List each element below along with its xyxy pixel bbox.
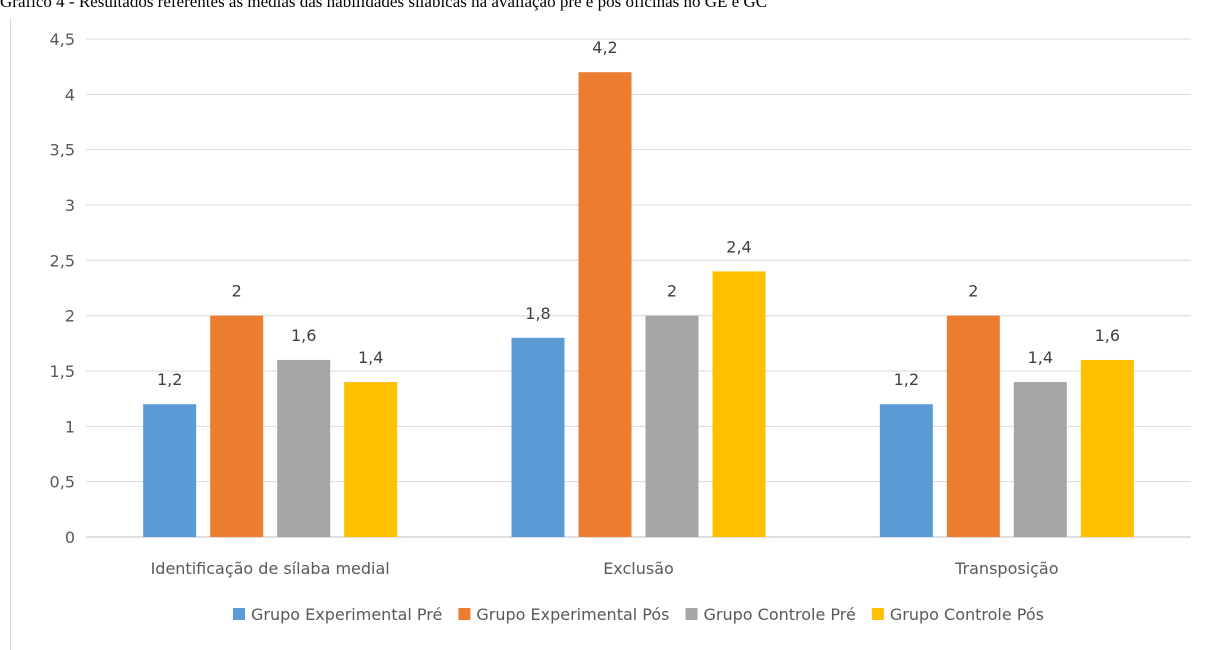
bar: [1080, 359, 1134, 537]
bar: [712, 271, 766, 537]
data-label: 1,6: [291, 326, 316, 345]
data-label: 1,4: [358, 348, 383, 367]
legend-swatch: [458, 608, 471, 620]
data-label: 1,8: [525, 304, 550, 323]
category-label: Identificação de sílaba medial: [151, 559, 390, 578]
bar-chart: 0 0,5 1 1,5 2 2,5 3 3,5 4 4,5 1,2 2 1,6 1,4 Identifica…: [50, 30, 1191, 624]
data-label: 1,2: [157, 370, 182, 389]
data-label: 4,2: [592, 38, 617, 57]
data-label: 2: [232, 282, 242, 301]
category-label: Exclusão: [603, 559, 674, 578]
data-label: 2: [968, 282, 978, 301]
y-tick-label: 2,5: [50, 251, 75, 270]
legend-label: Grupo Controle Pós: [890, 605, 1044, 624]
legend-label: Grupo Experimental Pós: [476, 605, 669, 624]
bar: [879, 404, 933, 537]
bar: [210, 315, 264, 537]
y-tick-label: 2: [65, 307, 75, 326]
data-label: 1,6: [1095, 326, 1120, 345]
data-label: 1,2: [894, 370, 919, 389]
y-tick-label: 4: [65, 85, 75, 104]
bar: [277, 359, 331, 537]
bar: [344, 382, 398, 537]
data-label: 2,4: [726, 237, 751, 256]
bar: [578, 72, 632, 537]
chart-frame: 0 0,5 1 1,5 2 2,5 3 3,5 4 4,5 1,2 2 1,6 1,4 Identifica…: [10, 18, 1206, 650]
legend-swatch: [871, 608, 884, 620]
legend-label: Grupo Experimental Pré: [251, 605, 442, 624]
y-tick-label: 4,5: [50, 30, 75, 49]
category-label: Transposição: [954, 559, 1058, 578]
chart-title: Gráfico 4 - Resultados referentes às méd…: [0, 0, 768, 11]
y-tick-label: 3,5: [50, 141, 75, 160]
bar: [946, 315, 1000, 537]
bar: [511, 337, 565, 537]
legend-label: Grupo Controle Pré: [704, 605, 856, 624]
data-label: 1,4: [1028, 348, 1053, 367]
y-tick-label: 1,5: [50, 362, 75, 381]
data-label: 2: [667, 282, 677, 301]
y-tick-label: 3: [65, 196, 75, 215]
bar: [1013, 382, 1067, 537]
y-tick-label: 0: [65, 528, 75, 547]
bar: [143, 404, 197, 537]
bar: [645, 315, 699, 537]
legend-swatch: [685, 608, 698, 620]
y-tick-label: 1: [65, 417, 75, 436]
legend-swatch: [233, 608, 245, 620]
y-tick-label: 0,5: [50, 473, 75, 492]
